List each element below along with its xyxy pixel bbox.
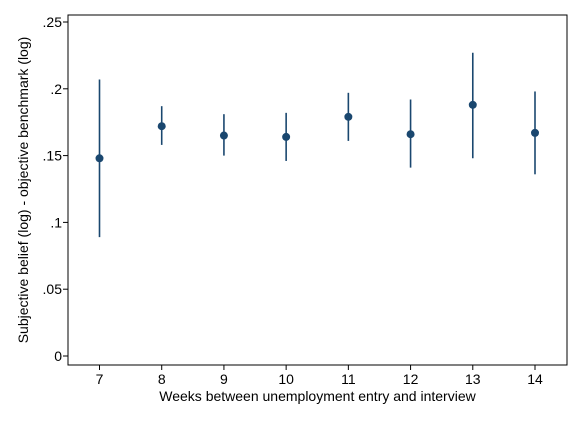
data-point	[282, 132, 291, 141]
x-tick-label: 13	[465, 371, 481, 387]
x-tick-label: 7	[96, 371, 104, 387]
data-point	[406, 130, 415, 139]
y-axis-title: Subjective belief (log) - objective benc…	[15, 37, 31, 344]
data-point	[531, 128, 539, 137]
data-point	[95, 154, 104, 163]
y-tick-label: .2	[50, 81, 62, 97]
y-tick-label: .15	[43, 148, 63, 164]
data-point	[344, 112, 353, 121]
x-tick-label: 14	[527, 371, 543, 387]
y-tick-label: .25	[43, 14, 63, 30]
x-tick-label: 10	[278, 371, 294, 387]
x-tick-label: 11	[341, 371, 356, 387]
y-tick-label: .05	[43, 281, 63, 297]
data-point	[219, 131, 228, 140]
y-tick-label: 0	[54, 348, 62, 364]
x-tick-label: 12	[403, 371, 419, 387]
data-point	[468, 100, 477, 109]
y-axis: 0 .05 .1 .15 .2 .25	[43, 14, 68, 364]
plot-frame	[67, 14, 568, 366]
y-tick-label: .1	[50, 214, 62, 230]
data-point	[157, 122, 166, 131]
x-axis-title: Weeks between unemployment entry and int…	[159, 388, 476, 404]
x-axis: 7 8 9 10 11 12 13 14	[96, 365, 543, 387]
x-tick-label: 8	[158, 371, 166, 387]
x-tick-label: 9	[220, 371, 228, 387]
point-estimates	[95, 100, 539, 163]
